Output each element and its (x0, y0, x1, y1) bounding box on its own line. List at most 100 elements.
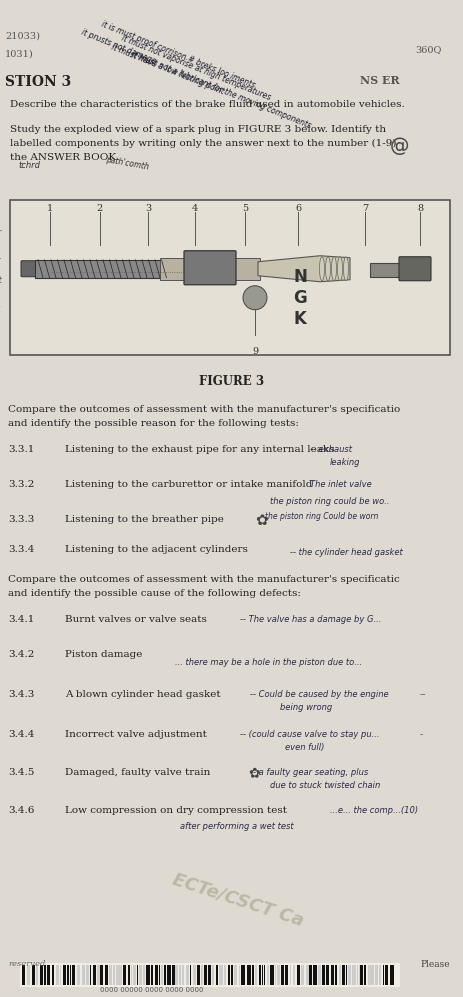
Bar (172, 965, 175, 985)
Text: it must not a lubricant for the moving components: it must not a lubricant for the moving c… (130, 50, 312, 131)
Bar (289, 965, 291, 985)
Bar (72, 965, 75, 985)
Bar (293, 965, 295, 985)
Text: it is must proof corrison # breks loo iments: it is must proof corrison # breks loo im… (100, 20, 256, 90)
Bar (181, 965, 184, 985)
Bar (231, 965, 233, 985)
Text: the ANSWER BOOK.: the ANSWER BOOK. (10, 153, 119, 162)
Text: 3.4.2: 3.4.2 (8, 650, 34, 659)
Bar (105, 965, 108, 985)
Bar (309, 965, 311, 985)
Bar (160, 258, 259, 280)
Bar (77, 965, 80, 985)
Text: NS ER: NS ER (359, 75, 399, 86)
Bar (241, 965, 245, 985)
Text: and identify the possible cause of the following defects:: and identify the possible cause of the f… (8, 589, 300, 598)
Bar (341, 965, 344, 985)
Bar (137, 965, 138, 985)
Text: Describe the characteristics of the brake fluid used in automobile vehicles.: Describe the characteristics of the brak… (10, 100, 404, 109)
Text: ✿: ✿ (247, 766, 259, 780)
Text: the piston ring Could be worn: the piston ring Could be worn (264, 512, 377, 521)
Bar (334, 965, 336, 985)
Bar (207, 965, 211, 985)
Bar (263, 965, 265, 985)
FancyBboxPatch shape (184, 251, 236, 285)
Bar (238, 965, 240, 985)
Bar (281, 965, 283, 985)
Text: 5: 5 (241, 204, 248, 213)
Text: Listening to the breather pipe: Listening to the breather pipe (65, 515, 223, 524)
Bar (234, 965, 236, 985)
Bar (261, 965, 263, 985)
Circle shape (243, 286, 266, 310)
Text: -: - (419, 730, 422, 739)
FancyBboxPatch shape (21, 261, 41, 277)
Text: reserved: reserved (8, 960, 45, 968)
Text: -- Could be caused by the engine: -- Could be caused by the engine (250, 690, 388, 699)
Bar (384, 965, 388, 985)
Text: even full): even full) (284, 743, 324, 752)
Text: 0000 00000 0000 0000 0000: 0000 00000 0000 0000 0000 (100, 987, 203, 993)
Bar (251, 965, 253, 985)
Bar (351, 965, 355, 985)
Bar (313, 965, 316, 985)
Bar (270, 965, 274, 985)
Bar (317, 965, 321, 985)
Text: the piston ring could be wo..: the piston ring could be wo.. (269, 497, 388, 506)
Bar (44, 965, 46, 985)
Bar (145, 965, 150, 985)
Text: due to stuck twisted chain: due to stuck twisted chain (269, 781, 380, 790)
Text: it prusts not damage: it prusts not damage (80, 28, 157, 66)
Bar (133, 965, 135, 985)
Bar (227, 965, 229, 985)
Bar (40, 965, 43, 985)
Bar (215, 965, 217, 985)
Bar (151, 965, 153, 985)
Text: being wrong: being wrong (279, 703, 332, 712)
Bar (97, 965, 100, 985)
Text: it must not vaporise at high temperatures: it must not vaporise at high temperature… (120, 34, 271, 103)
Text: ECTe/CSCT Ca: ECTe/CSCT Ca (169, 870, 305, 929)
Text: 4: 4 (192, 204, 198, 213)
Bar (82, 965, 85, 985)
Bar (113, 965, 114, 985)
Bar (296, 965, 299, 985)
Ellipse shape (319, 257, 324, 281)
Text: Damaged, faulty valve train: Damaged, faulty valve train (65, 768, 210, 777)
Text: Listening to the adjacent cylinders: Listening to the adjacent cylinders (65, 545, 247, 554)
Text: elde..: elde.. (0, 300, 2, 309)
Bar (20, 963, 399, 987)
Text: The inlet valve: The inlet valve (309, 480, 371, 489)
Bar (164, 965, 165, 985)
Text: insulator r..: insulator r.. (0, 252, 2, 261)
Text: @: @ (389, 137, 409, 156)
Bar (52, 965, 54, 985)
Text: Study the exploded view of a spark plug in FIGURE 3 below. Identify th: Study the exploded view of a spark plug … (10, 125, 385, 134)
Text: it must have a low festing point: it must have a low festing point (110, 43, 225, 97)
Bar (360, 965, 363, 985)
Bar (35, 260, 165, 278)
Bar (197, 965, 199, 985)
Bar (139, 965, 141, 985)
Bar (190, 965, 191, 985)
Text: 1031): 1031) (5, 50, 34, 59)
Text: 7: 7 (361, 204, 367, 213)
Text: insulator: insulator (0, 228, 2, 237)
Bar (204, 965, 206, 985)
Text: 3.4.1: 3.4.1 (8, 615, 34, 624)
Bar (22, 965, 25, 985)
Bar (93, 965, 95, 985)
Bar (70, 965, 71, 985)
Bar (161, 965, 163, 985)
Bar (378, 965, 381, 985)
Text: Low compression on dry compression test: Low compression on dry compression test (65, 806, 287, 815)
Text: leaking: leaking (329, 458, 360, 467)
Bar (60, 965, 61, 985)
Bar (200, 965, 203, 985)
Bar (345, 965, 346, 985)
Text: -- the cylinder head gasket: -- the cylinder head gasket (289, 548, 402, 557)
Bar (300, 965, 304, 985)
Text: nut: nut (0, 276, 2, 285)
Bar (127, 965, 130, 985)
Bar (389, 965, 393, 985)
